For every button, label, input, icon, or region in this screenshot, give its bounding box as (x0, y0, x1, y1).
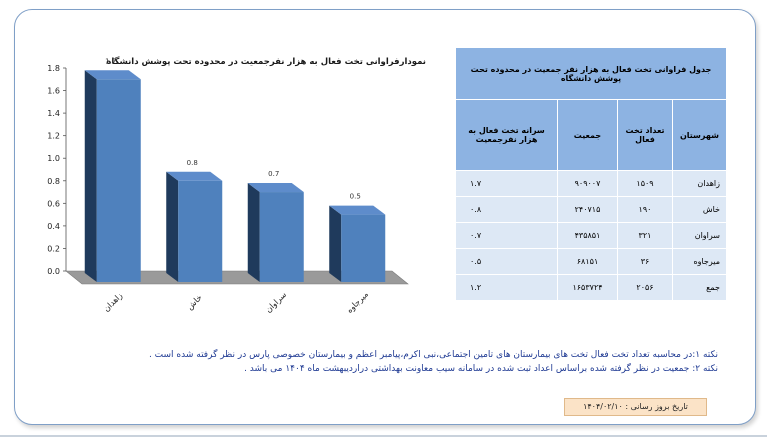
cell-beds: ۱۹۰ (617, 196, 673, 223)
table-row-total: جمع ۲۰۵۶ ۱۶۵۳۷۲۴ ۱.۲ (455, 274, 727, 301)
header-population: جمعیت (557, 99, 618, 171)
cell-per-capita: ۱.۷ (455, 170, 558, 197)
y-tick-label: 1.0 (47, 154, 60, 163)
cell-beds: ۱۵۰۹ (617, 170, 673, 197)
cell-city: میرجاوه (672, 248, 727, 275)
x-category-label: سراوان (264, 290, 288, 314)
bar-side-face (247, 183, 260, 282)
bar-value-label: 1.7 (105, 57, 116, 65)
bar-side-face (166, 171, 179, 282)
y-tick-label: 1.2 (47, 132, 60, 141)
y-tick-label: 0.6 (47, 199, 60, 208)
table-title: جدول فراوانی تخت فعال به هزار نفر جمعیت … (455, 47, 727, 100)
table-row: میرجاوه ۳۶ ۶۸۱۵۱ ۰.۵ (455, 248, 727, 275)
x-category-label: میرجاوه (345, 290, 370, 315)
header-per-capita: سرانه تخت فعال به هزار نفرجمعیت (455, 99, 558, 171)
update-date: ۱۴۰۴/۰۲/۱۰ (583, 402, 623, 411)
cell-city: زاهدان (672, 170, 727, 197)
y-tick-label: 1.6 (47, 87, 60, 96)
cell-beds: ۲۰۵۶ (617, 274, 673, 301)
y-tick-label: 0.4 (47, 222, 60, 231)
table-row: زاهدان ۱۵۰۹ ۹۰۹۰۰۷ ۱.۷ (455, 170, 727, 197)
footnote-1: نکته ۱:در محاسبه تعداد تخت فعال تخت های … (148, 350, 718, 360)
bar-front-face (178, 180, 223, 282)
bar-top-face (84, 70, 141, 80)
y-tick-label: 0.0 (47, 267, 60, 276)
bar-top-face (166, 171, 223, 181)
bar-front-face (341, 214, 386, 282)
bar (247, 183, 304, 282)
cell-population: ۴۳۵۸۵۱ (557, 222, 618, 249)
y-tick-label: 0.8 (47, 177, 60, 186)
x-category-label: زاهدان (102, 291, 124, 313)
update-label: تاریخ بروز رسانی : (625, 402, 688, 411)
bar-top-face (329, 205, 386, 215)
bar-chart: نمودارفراوانی تخت فعال به هزار نفرجمعیت … (47, 56, 426, 315)
cell-per-capita: ۰.۸ (455, 196, 558, 223)
bar-side-face (329, 205, 342, 282)
y-tick-label: 1.4 (47, 109, 60, 118)
cell-per-capita: ۰.۵ (455, 248, 558, 275)
bar (84, 70, 141, 283)
cell-city: سراوان (672, 222, 727, 249)
cell-population: ۶۸۱۵۱ (557, 248, 618, 275)
bar-top-face (247, 183, 304, 193)
bar-value-label: 0.7 (268, 170, 279, 178)
table-row: سراوان ۳۲۱ ۴۳۵۸۵۱ ۰.۷ (455, 222, 727, 249)
bar-front-face (96, 79, 141, 283)
bar-value-label: 0.5 (350, 193, 361, 201)
cell-population: ۱۶۵۳۷۲۴ (557, 274, 618, 301)
y-tick-label: 1.8 (47, 64, 60, 73)
cell-population: ۹۰۹۰۰۷ (557, 170, 618, 197)
bar (166, 171, 223, 282)
footnotes: نکته ۱:در محاسبه تعداد تخت فعال تخت های … (58, 349, 718, 376)
cell-city: خاش (672, 196, 727, 223)
header-beds: تعداد تخت فعال (617, 99, 673, 171)
x-category-label: خاش (185, 293, 204, 312)
cell-population: ۲۴۰۷۱۵ (557, 196, 618, 223)
cell-city: جمع (672, 274, 727, 301)
cell-beds: ۳۶ (617, 248, 673, 275)
chart-title: نمودارفراوانی تخت فعال به هزار نفرجمعیت … (106, 56, 426, 67)
footnote-2: نکته ۲: جمعیت در نظر گرفته شده براساس اع… (244, 363, 718, 374)
cell-per-capita: ۱.۲ (455, 274, 558, 301)
bar-side-face (84, 70, 97, 283)
bar-front-face (259, 192, 304, 282)
data-table: جدول فراوانی تخت فعال به هزار نفر جمعیت … (455, 47, 727, 301)
header-city: شهرستان (672, 99, 727, 171)
table-row: خاش ۱۹۰ ۲۴۰۷۱۵ ۰.۸ (455, 196, 727, 223)
bar-value-label: 0.8 (187, 159, 198, 167)
y-tick-label: 0.2 (47, 244, 60, 253)
cell-per-capita: ۰.۷ (455, 222, 558, 249)
bottom-divider (0, 435, 767, 437)
update-date-badge: تاریخ بروز رسانی : ۱۴۰۴/۰۲/۱۰ (564, 398, 707, 416)
bar (329, 205, 386, 282)
cell-beds: ۳۲۱ (617, 222, 673, 249)
